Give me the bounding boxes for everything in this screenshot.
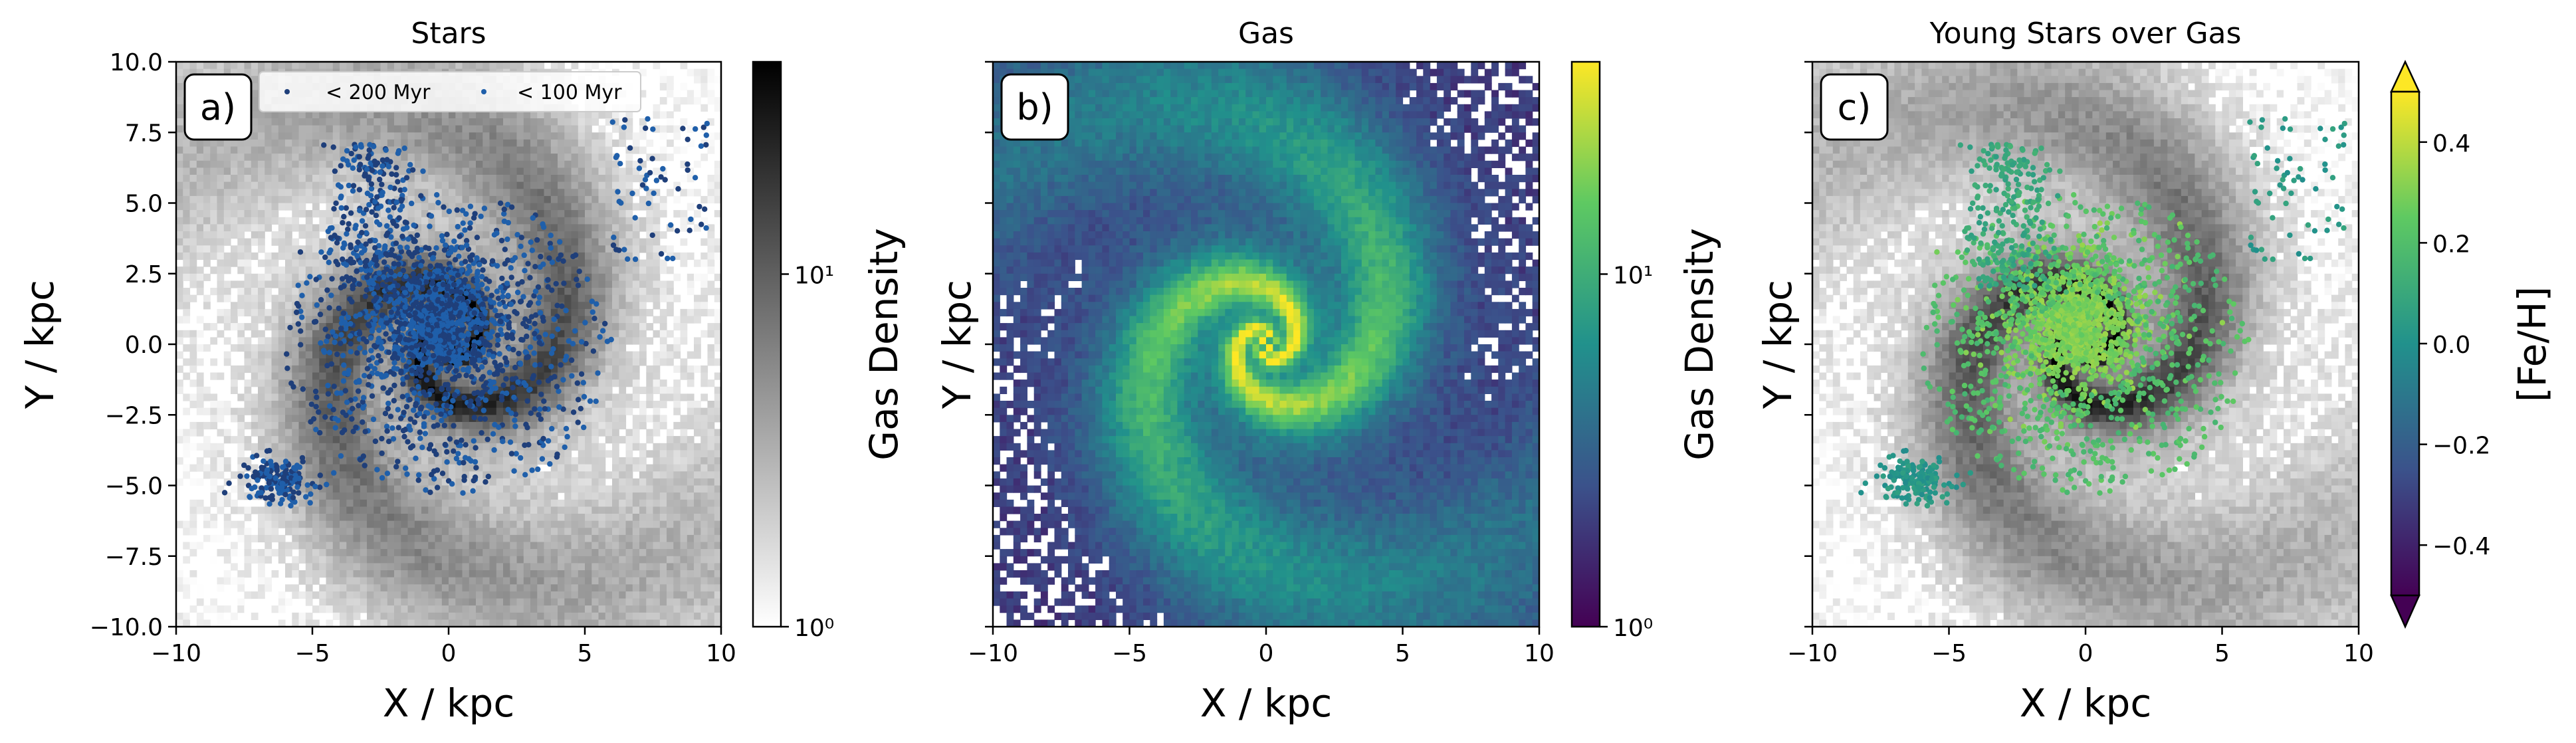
- gas-density-heatmap-b: [993, 62, 1540, 627]
- x-tick-label: −5: [1112, 640, 1147, 667]
- title-b: Gas: [1238, 17, 1294, 51]
- x-tick-label: 0: [2078, 640, 2093, 667]
- x-tick-label: −10: [1787, 640, 1838, 667]
- y-tick-label: 0.0: [125, 332, 163, 359]
- x-tick-label: 5: [2214, 640, 2230, 667]
- xlabel-b: X / kpc: [1200, 681, 1332, 726]
- y-tick-label: −10.0: [90, 614, 163, 641]
- x-tick-label: 0: [1259, 640, 1274, 667]
- y-tick-label: −2.5: [105, 402, 163, 429]
- colorbar-label-a: Gas Density: [861, 228, 907, 461]
- colorbar-tick-label: 0.2: [2432, 231, 2470, 258]
- colorbar-tick-label: −0.2: [2432, 433, 2490, 460]
- colorbar-label-b: Gas Density: [1677, 228, 1722, 461]
- colorbar-tick-label: 10⁰: [1613, 615, 1653, 642]
- x-tick-label: 0: [441, 640, 457, 667]
- colorbar-tick-label: 0.0: [2432, 332, 2470, 359]
- x-tick-label: 10: [1524, 640, 1555, 667]
- legend-marker-200: [284, 89, 290, 94]
- title-a: Stars: [411, 17, 486, 51]
- ylabel-a: Y / kpc: [17, 280, 62, 409]
- colorbar-tick-label: 0.4: [2432, 130, 2470, 158]
- x-tick-label: −5: [294, 640, 330, 667]
- legend-marker-100: [481, 89, 486, 94]
- xlabel-a: X / kpc: [383, 681, 514, 726]
- y-tick-label: 2.5: [125, 261, 163, 288]
- legend-label-200: < 200 Myr: [326, 81, 431, 104]
- y-tick-label: −5.0: [105, 473, 163, 500]
- panel-label-b: b): [1002, 74, 1068, 140]
- x-tick-label: 5: [578, 640, 593, 667]
- ylabel-b: Y / kpc: [934, 280, 980, 409]
- colorbar-tick-label: 10¹: [1613, 262, 1653, 289]
- y-tick-label: −7.5: [105, 544, 163, 571]
- colorbar-tick-label: −0.4: [2432, 533, 2490, 560]
- y-tick-label: 10.0: [110, 49, 163, 76]
- colorbar-tick-label: 10⁰: [794, 615, 834, 642]
- legend-label-100: < 100 Myr: [517, 81, 622, 104]
- x-tick-label: −10: [968, 640, 1018, 667]
- x-tick-label: 5: [1395, 640, 1410, 667]
- x-tick-label: 10: [706, 640, 736, 667]
- x-tick-label: 10: [2343, 640, 2374, 667]
- x-tick-label: −10: [151, 640, 201, 667]
- colorbar-c: [2391, 92, 2419, 595]
- y-tick-label: 5.0: [125, 191, 163, 218]
- panel-label-c: c): [1821, 74, 1887, 140]
- x-tick-label: −5: [1931, 640, 1967, 667]
- colorbar-tick-label: 10¹: [794, 262, 834, 289]
- ylabel-c: Y / kpc: [1755, 280, 1800, 409]
- panel-label-a: a): [185, 74, 251, 140]
- xlabel-c: X / kpc: [2020, 681, 2151, 726]
- legend-a: < 200 Myr < 100 Myr: [259, 72, 641, 112]
- colorbar-b: [1572, 62, 1600, 627]
- colorbar-a: [753, 62, 781, 627]
- colorbar-label-c: [Fe/H]: [2510, 286, 2555, 402]
- title-c: Young Stars over Gas: [1929, 17, 2242, 51]
- y-tick-label: 7.5: [125, 120, 163, 147]
